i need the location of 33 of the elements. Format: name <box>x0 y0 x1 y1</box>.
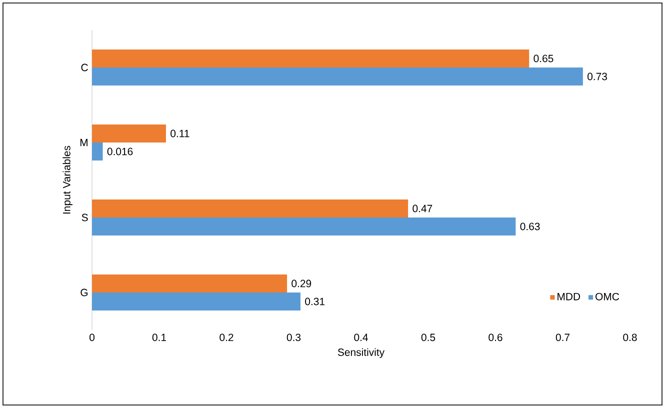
y-tick-label: G <box>80 288 88 296</box>
x-tick-label: 0.5 <box>421 334 436 342</box>
data-label: 0.47 <box>412 204 432 212</box>
y-axis-title: Input Variables <box>62 146 72 214</box>
x-axis-title: Sensitivity <box>338 348 385 358</box>
bar <box>92 142 103 160</box>
x-tick-label: 0.6 <box>488 334 502 342</box>
data-label: 0.65 <box>534 54 554 62</box>
y-tick-label: S <box>82 214 88 222</box>
data-label: 0.11 <box>170 130 190 138</box>
data-label: 0.016 <box>107 148 133 156</box>
bar <box>92 124 166 142</box>
x-tick-label: 0.3 <box>286 334 301 342</box>
bar <box>92 218 516 236</box>
bar <box>92 200 408 218</box>
bar <box>92 292 300 310</box>
legend-label: OMC <box>596 292 620 300</box>
data-label: 0.63 <box>520 222 540 230</box>
data-label: 0.73 <box>588 72 608 80</box>
data-label: 0.29 <box>292 280 312 288</box>
data-label: 0.31 <box>305 298 324 306</box>
x-tick-label: 0.1 <box>152 334 166 342</box>
y-tick-label: M <box>80 138 88 146</box>
bar <box>92 274 288 292</box>
x-tick-label: 0.7 <box>556 334 570 342</box>
legend-label: MDD <box>558 293 580 300</box>
x-tick-label: 0.8 <box>623 334 637 342</box>
x-tick-label: 0.4 <box>354 334 368 342</box>
bar <box>92 49 530 68</box>
x-tick-label: 0.2 <box>220 334 234 342</box>
y-tick-label: C <box>81 64 88 72</box>
x-tick-label: 0 <box>89 334 94 342</box>
bar <box>92 67 583 86</box>
